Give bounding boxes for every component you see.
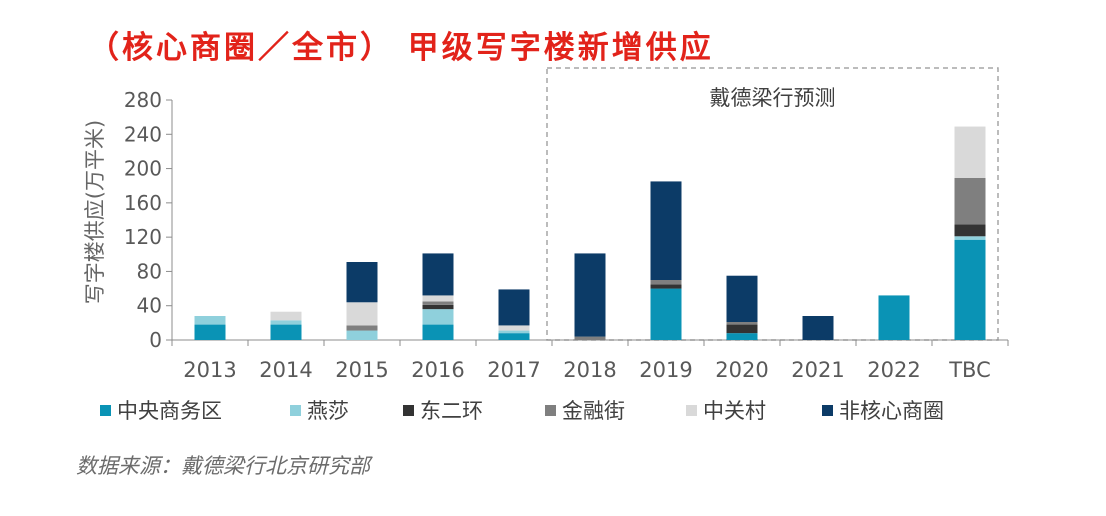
bar-segment: [726, 333, 758, 340]
x-tick-label: 2020: [715, 358, 768, 382]
bar-segment: [650, 181, 682, 280]
bar-segment: [498, 325, 530, 331]
bar-segment: [498, 289, 530, 326]
legend-swatch: [822, 405, 833, 416]
y-tick-label: 40: [137, 294, 162, 318]
x-tick-label: 2015: [335, 358, 388, 382]
legend-swatch: [686, 405, 697, 416]
bar-segment: [574, 336, 606, 340]
x-tick-label: 2017: [487, 358, 540, 382]
x-tick-label: 2018: [563, 358, 616, 382]
bar-segment: [954, 236, 986, 240]
y-tick-label: 160: [124, 191, 162, 215]
y-tick-label: 280: [124, 88, 162, 112]
legend-label: 燕莎: [307, 399, 349, 423]
y-tick-label: 240: [124, 122, 162, 146]
bar-segment: [194, 324, 226, 340]
bar-segment: [270, 311, 302, 321]
bar-segment: [422, 309, 454, 325]
x-tick-label: 2019: [639, 358, 692, 382]
bar-segment: [954, 239, 986, 340]
bar-segment: [650, 288, 682, 340]
y-tick-label: 80: [137, 259, 162, 283]
source-note: 数据来源：戴德梁行北京研究部: [76, 454, 370, 478]
legend-label: 中关村: [703, 399, 766, 423]
chart-title: （核心商圈／全市） 甲级写字楼新增供应: [88, 30, 714, 66]
bar-segment: [422, 253, 454, 296]
bar-segment: [726, 322, 758, 325]
bar-segment: [346, 262, 378, 303]
y-axis-label: 写字楼供应(万平米): [83, 120, 107, 304]
bar-segment: [422, 301, 454, 305]
bar-segment: [498, 333, 530, 340]
bar-segment: [650, 280, 682, 285]
bar-segment: [802, 316, 834, 340]
bar-segment: [878, 295, 910, 340]
bar-segment: [346, 330, 378, 340]
bar-segment: [726, 324, 758, 334]
bar-segment: [422, 324, 454, 340]
legend-swatch: [290, 405, 301, 416]
bar-segment: [574, 253, 606, 337]
bar-segment: [346, 302, 378, 326]
x-tick-label: 2013: [183, 358, 236, 382]
legend-swatch: [403, 405, 414, 416]
legend-swatch: [545, 405, 556, 416]
bar-segment: [498, 330, 530, 334]
x-tick-label: 2014: [259, 358, 312, 382]
bar-segment: [422, 304, 454, 310]
bar-segment: [346, 325, 378, 331]
bar-segment: [954, 178, 986, 225]
bar-segment: [194, 316, 226, 325]
bar-segment: [954, 224, 986, 237]
legend-swatch: [100, 405, 111, 416]
bar-segment: [954, 126, 986, 178]
forecast-label: 戴德梁行预测: [710, 86, 836, 110]
x-tick-label: 2016: [411, 358, 464, 382]
y-tick-label: 200: [124, 157, 162, 181]
bar-segment: [422, 295, 454, 302]
legend-label: 非核心商圈: [839, 399, 944, 423]
legend-label: 金融街: [562, 399, 625, 423]
x-tick-label: TBC: [948, 358, 991, 382]
bar-segment: [270, 324, 302, 340]
bar-segment: [650, 284, 682, 289]
y-tick-label: 120: [124, 225, 162, 249]
bar-segment: [726, 275, 758, 322]
x-tick-label: 2022: [867, 358, 920, 382]
y-tick-label: 0: [149, 328, 162, 352]
legend-label: 东二环: [420, 399, 483, 423]
x-tick-label: 2021: [791, 358, 844, 382]
legend-label: 中央商务区: [117, 399, 222, 423]
bar-segment: [270, 320, 302, 325]
